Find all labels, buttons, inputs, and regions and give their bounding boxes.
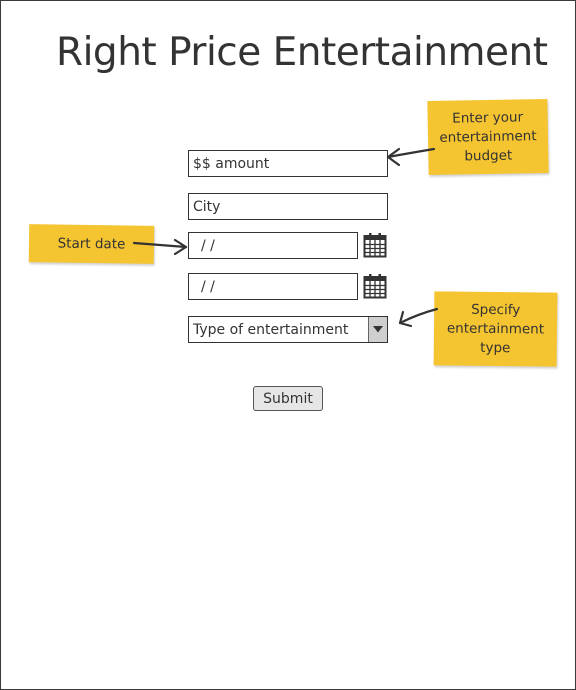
type-note: Specify entertainment type xyxy=(433,291,558,367)
submit-button[interactable]: Submit xyxy=(253,386,323,411)
amount-input[interactable] xyxy=(188,150,388,177)
budget-note-text: Enter your entertainment budget xyxy=(439,108,537,164)
type-note-text: Specify entertainment type xyxy=(446,301,545,356)
budget-note: Enter your entertainment budget xyxy=(427,98,549,176)
start-date-input[interactable] xyxy=(188,232,358,259)
city-input[interactable] xyxy=(188,193,388,220)
start-date-note-text: Start date xyxy=(57,235,126,252)
calendar-icon[interactable] xyxy=(363,273,387,299)
start-date-note: Start date xyxy=(28,224,155,264)
calendar-icon[interactable] xyxy=(363,232,387,258)
end-date-input[interactable] xyxy=(188,273,358,300)
entertainment-type-value: Type of entertainment xyxy=(193,321,349,338)
entertainment-type-select[interactable]: Type of entertainment xyxy=(188,316,388,343)
triangle-down-icon xyxy=(373,326,383,333)
dropdown-arrow-button[interactable] xyxy=(368,317,387,342)
page-title: Right Price Entertainment xyxy=(56,30,548,75)
